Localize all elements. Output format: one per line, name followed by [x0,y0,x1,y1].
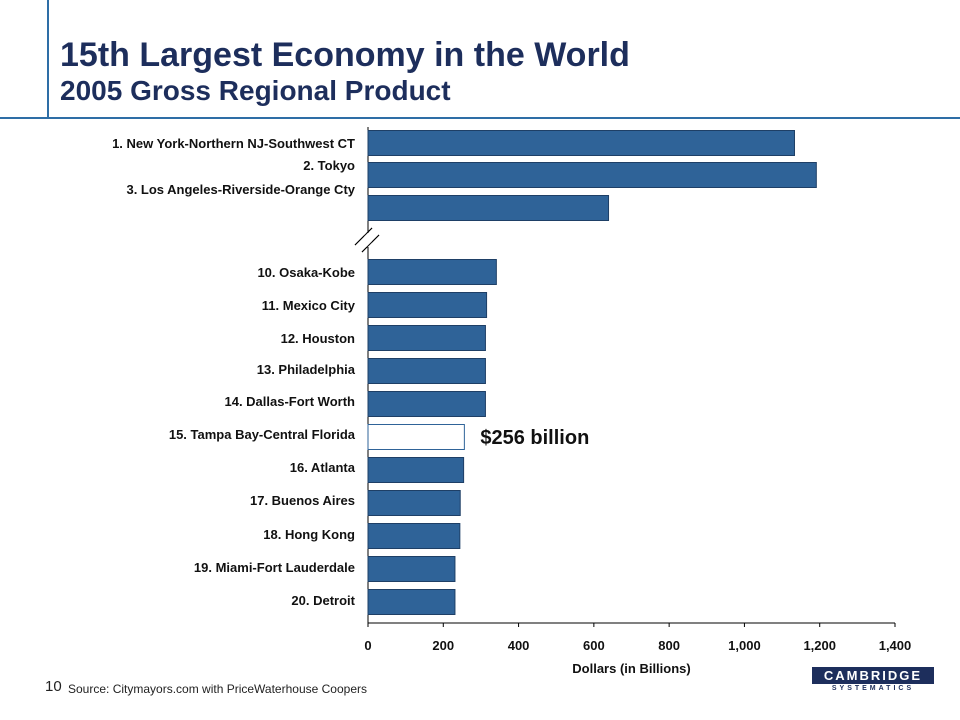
bar [367,589,456,615]
x-tick-label: 200 [432,638,454,653]
bar [367,130,795,156]
category-label: 15. Tampa Bay-Central Florida [169,427,356,442]
x-tick-label: 1,200 [803,638,836,653]
category-label: 20. Detroit [291,593,355,608]
axis-break-mark [354,227,373,246]
slide-title: 15th Largest Economy in the World [60,36,630,74]
x-tick-label: 800 [658,638,680,653]
x-tick-label: 600 [583,638,605,653]
company-logo: CAMBRIDGE SYSTEMATICS [812,667,934,693]
x-tick-label: 1,400 [879,638,912,653]
bar [367,162,817,188]
bar [367,523,461,549]
source-note: Source: Citymayors.com with PriceWaterho… [68,682,367,696]
bar [367,424,465,450]
data-annotation: $256 billion [480,427,589,449]
category-label: 11. Mexico City [262,298,356,313]
bar [367,292,488,318]
bar [367,556,456,582]
category-label: 10. Osaka-Kobe [257,265,355,280]
x-tick-label: 400 [508,638,530,653]
category-label: 18. Hong Kong [263,527,355,542]
category-label: 12. Houston [281,331,355,346]
logo-wordmark: CAMBRIDGE [812,667,934,684]
bar [367,259,497,285]
bar [367,195,610,221]
bar [367,325,486,351]
category-label: 3. Los Angeles-Riverside-Orange Cty [126,182,355,197]
category-label: 19. Miami-Fort Lauderdale [194,560,355,575]
page-number: 10 [45,678,62,695]
accent-vertical-line [47,0,49,118]
bar [367,490,461,516]
bar [367,391,486,417]
category-label: 1. New York-Northern NJ-Southwest CT [112,136,355,151]
slide-subtitle: 2005 Gross Regional Product [60,75,451,106]
accent-horizontal-line [0,117,960,119]
category-label: 13. Philadelphia [257,362,356,377]
category-label: 14. Dallas-Fort Worth [224,394,355,409]
bar [367,358,486,384]
bar [367,457,465,483]
axis-break-mark [361,234,380,253]
x-tick-label: 0 [364,638,371,653]
x-tick-label: 1,000 [728,638,761,653]
category-label: 2. Tokyo [303,158,355,173]
category-label: 16. Atlanta [290,460,356,475]
axis-break-gap [364,233,372,247]
x-axis-title: Dollars (in Billions) [572,661,690,676]
logo-tagline: SYSTEMATICS [831,685,915,692]
category-label: 17. Buenos Aires [250,493,355,508]
